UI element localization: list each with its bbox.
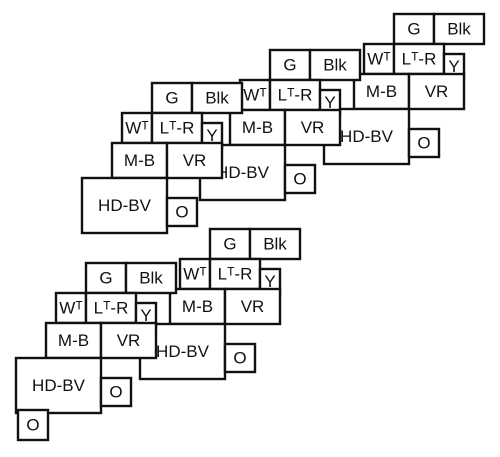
cell-g — [268, 48, 312, 82]
block-c: G Blk Wᵀ Lᵀ-R Y M-B VR HD-BV O — [80, 81, 244, 235]
cell-label-g: G — [283, 56, 296, 75]
cell-vr — [223, 287, 282, 326]
cell-label-g: G — [165, 89, 178, 108]
cell-label-o: O — [233, 349, 246, 368]
cell-label-y: Y — [264, 272, 275, 291]
cell-label-vr: VR — [241, 297, 265, 316]
cell-o — [283, 163, 317, 195]
cell-vr — [165, 141, 224, 180]
cell-label-lr: Lᵀ-R — [160, 119, 195, 138]
cell-label-w: Wᵀ — [125, 119, 148, 138]
cell-blk — [432, 12, 486, 46]
cell-label-g: G — [407, 20, 420, 39]
cell-o — [99, 376, 133, 408]
cell-label-blk: Blk — [263, 235, 287, 254]
cell-label-g: G — [223, 235, 236, 254]
cell-label-vr: VR — [301, 118, 325, 137]
cell-label-o: O — [417, 134, 430, 153]
cell-label-blk: Blk — [323, 56, 347, 75]
cell-label-hdbv: HD-BV — [156, 342, 210, 361]
cell-w — [54, 291, 88, 325]
cell-label-y: Y — [140, 306, 151, 325]
cell-label-lr: Lᵀ-R — [218, 265, 253, 284]
cell-blk — [190, 81, 244, 115]
cell-lr — [208, 257, 262, 291]
block-a: G Blk Wᵀ Lᵀ-R Y M-B VR HD-BV O — [322, 12, 486, 166]
cell-label-lr: Lᵀ-R — [278, 86, 313, 105]
cell-label-o: O — [109, 383, 122, 402]
cell-label-mb: M-B — [366, 82, 397, 101]
cell-lr — [150, 111, 204, 145]
cell-mb — [44, 321, 103, 360]
cell-g — [84, 261, 128, 295]
cell-label-y: Y — [324, 93, 335, 112]
cell-label-lr: Lᵀ-R — [94, 299, 129, 318]
cell-mb — [168, 287, 227, 326]
block-d: G Blk Wᵀ Lᵀ-R Y M-B VR HD-BV O — [138, 227, 302, 381]
cell-blk — [308, 48, 362, 82]
cell-label-mb: M-B — [182, 297, 213, 316]
cell-label-w: Wᵀ — [243, 86, 266, 105]
cell-lr — [268, 78, 322, 112]
cell-o — [407, 127, 441, 159]
cell-label-hdbv: HD-BV — [32, 376, 86, 395]
cell-blk — [248, 227, 302, 261]
cell-o-corner — [16, 408, 50, 442]
cell-label-hdbv: HD-BV — [98, 196, 152, 215]
cell-w — [238, 78, 272, 112]
cell-hdbv — [14, 356, 103, 415]
cell-vr — [99, 321, 158, 360]
block-b: G Blk Wᵀ Lᵀ-R Y M-B VR HD-BV O — [198, 48, 362, 202]
cell-label-mb: M-B — [58, 331, 89, 350]
cell-g — [208, 227, 252, 261]
cell-label-hdbv: HD-BV — [340, 127, 394, 146]
cell-label-blk: Blk — [139, 269, 163, 288]
cell-label-g: G — [99, 269, 112, 288]
cell-label-mb: M-B — [124, 151, 155, 170]
cell-label-vr: VR — [425, 82, 449, 101]
cell-label-blk: Blk — [447, 20, 471, 39]
cell-label-vr: VR — [117, 331, 141, 350]
cell-label-lr: Lᵀ-R — [402, 50, 437, 69]
cell-label-o: O — [175, 203, 188, 222]
block-e: G Blk Wᵀ Lᵀ-R Y M-B VR HD-BV O — [14, 261, 178, 415]
cell-o — [165, 196, 199, 228]
cell-label-o: O — [293, 170, 306, 189]
cell-label-hdbv: HD-BV — [216, 163, 270, 182]
cell-mb — [228, 108, 287, 147]
cell-label-w: Wᵀ — [183, 265, 206, 284]
cell-label-mb: M-B — [242, 118, 273, 137]
cell-blk — [124, 261, 178, 295]
cell-g — [150, 81, 194, 115]
cell-vr — [283, 108, 342, 147]
cell-label-o-corner: O — [26, 416, 39, 435]
cell-label-blk: Blk — [205, 89, 229, 108]
cell-label-w: Wᵀ — [367, 50, 390, 69]
cell-vr — [407, 72, 466, 111]
cell-label-y: Y — [206, 126, 217, 145]
cell-label-w: Wᵀ — [59, 299, 82, 318]
cell-label-vr: VR — [183, 151, 207, 170]
cell-o — [223, 342, 257, 374]
cell-label-y: Y — [448, 57, 459, 76]
